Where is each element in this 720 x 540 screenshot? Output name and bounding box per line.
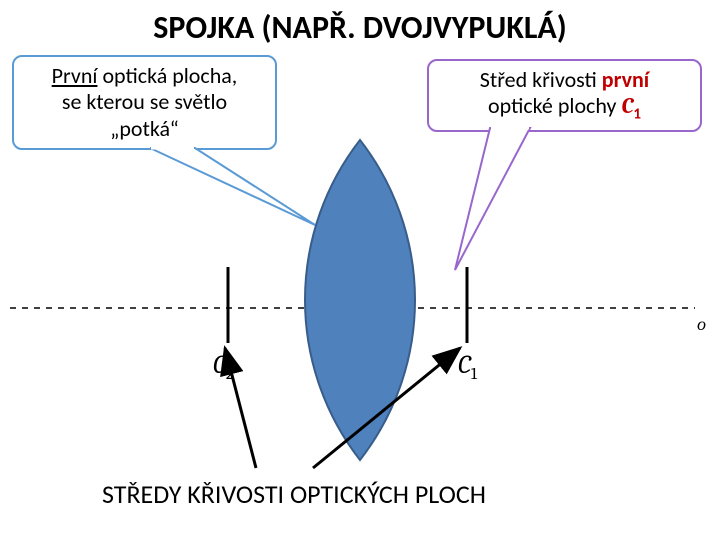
bottom-caption: STŘEDY KŘIVOSTI OPTICKÝCH PLOCH <box>102 478 486 510</box>
lens-shape <box>305 140 415 460</box>
label-c1: C1 <box>458 350 477 384</box>
axis-label-o: o <box>697 314 706 335</box>
callout-left-tail <box>150 148 315 225</box>
diagram-svg <box>0 0 720 540</box>
label-c2: C2 <box>213 350 234 384</box>
callout-right-tail <box>455 128 530 270</box>
